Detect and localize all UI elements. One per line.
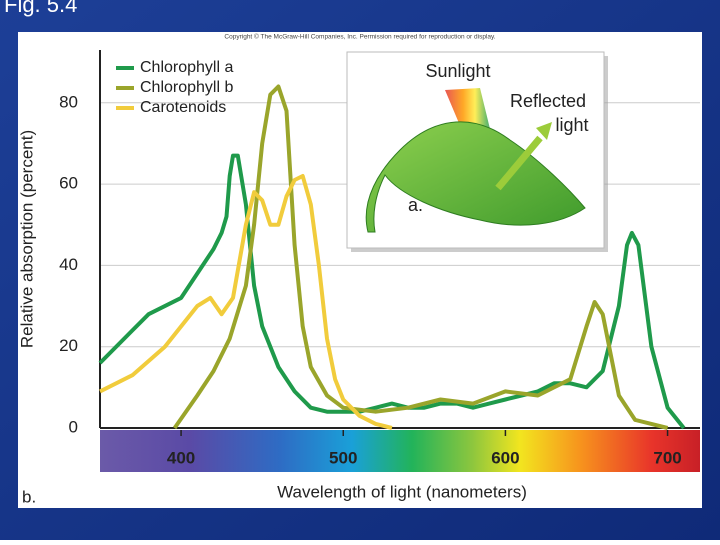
legend-label: Carotenoids	[140, 99, 226, 116]
y-tick-label: 80	[59, 92, 78, 111]
inset-label: a.	[408, 195, 423, 215]
x-tick-label: 400	[167, 448, 195, 467]
legend: Chlorophyll a Chlorophyll b Carotenoids	[116, 59, 233, 116]
x-axis-label: Wavelength of light (nanometers)	[277, 482, 527, 501]
spectrum-bar	[100, 430, 700, 472]
x-tick-label: 500	[329, 448, 357, 467]
x-tick-label: 600	[491, 448, 519, 467]
y-axis-label: Relative absorption (percent)	[17, 130, 36, 348]
legend-label: Chlorophyll b	[140, 79, 233, 96]
inset-text: light	[555, 115, 588, 135]
series-line	[98, 153, 686, 430]
y-tick-label: 60	[59, 174, 78, 193]
inset: Sunlight Reflected light a.	[346, 51, 608, 252]
y-tick-label: 20	[59, 336, 78, 355]
copyright: Copyright © The McGraw-Hill Companies, I…	[224, 33, 495, 41]
plot	[98, 84, 686, 430]
panel-label: b.	[22, 487, 36, 506]
series-line	[99, 174, 393, 430]
slide-title: Fig. 5.4	[4, 0, 77, 17]
arrow-head	[536, 122, 552, 140]
y-tick-label: 0	[69, 417, 78, 436]
series-line	[172, 84, 669, 430]
x-tick-label: 700	[653, 448, 681, 467]
inset-text: Sunlight	[425, 61, 490, 81]
legend-label: Chlorophyll a	[140, 59, 233, 76]
inset-text: Reflected	[510, 91, 586, 111]
reflected-arrow	[495, 135, 543, 191]
y-tick-label: 40	[59, 255, 78, 274]
leaf	[365, 121, 586, 233]
